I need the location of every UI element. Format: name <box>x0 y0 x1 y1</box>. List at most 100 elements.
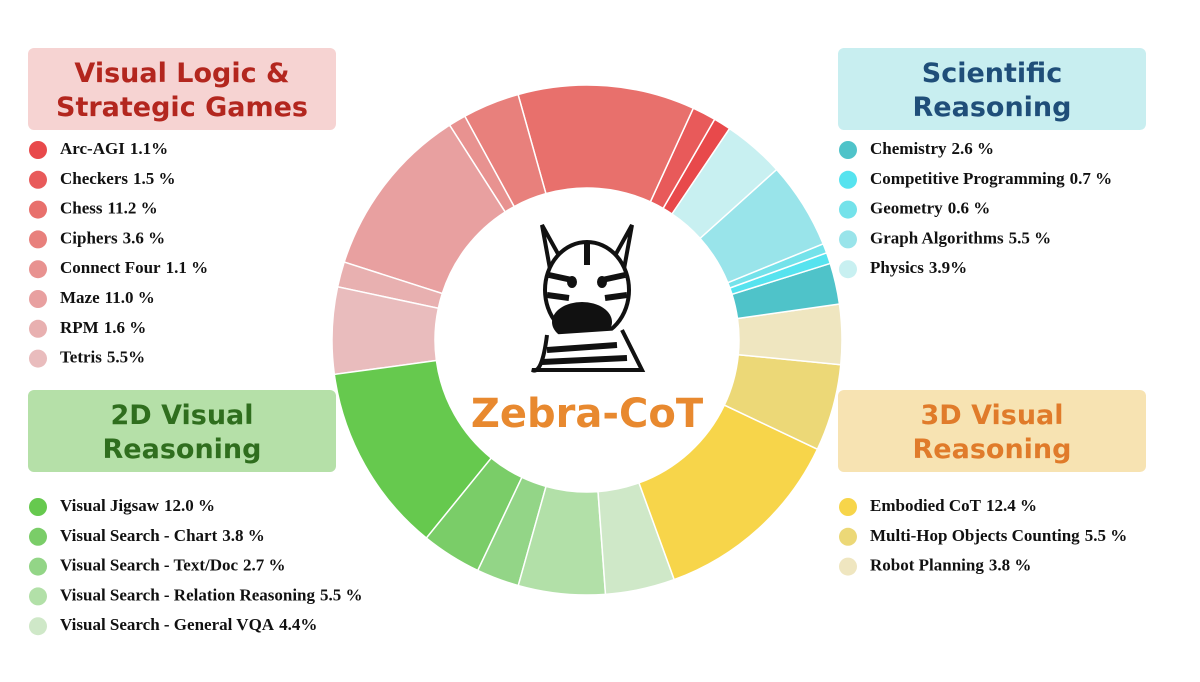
legend-swatch <box>839 141 857 159</box>
legend-item: Chemistry 2.6 % <box>870 139 994 158</box>
legend-label: Physics <box>870 258 924 277</box>
legend-label: Competitive Programming <box>870 169 1065 188</box>
legend-value: 4.4% <box>279 615 317 634</box>
legend-swatch <box>29 587 47 606</box>
group-title: Visual Logic & Strategic Games <box>56 58 308 123</box>
group-title-line: Strategic Games <box>56 92 308 123</box>
legend-value: 12.0 % <box>164 496 215 515</box>
legend-value: 2.7 % <box>243 556 286 575</box>
legend-item: Chess 11.2 % <box>60 199 158 218</box>
legend-label: Maze <box>60 288 100 307</box>
legend-value: 0.7 % <box>1070 169 1113 188</box>
group-box <box>838 48 1146 130</box>
legend-item: Tetris 5.5% <box>60 348 145 367</box>
legend-item: RPM 1.6 % <box>60 318 146 337</box>
legend-value: 5.5 % <box>1009 228 1052 247</box>
legend-value: 5.5 % <box>1085 526 1128 545</box>
legend-label: RPM <box>60 318 99 337</box>
legend-value: 5.5% <box>107 348 145 367</box>
legend-value: 1.1% <box>130 139 168 158</box>
legend-label: Visual Search - General VQA <box>60 615 275 634</box>
legend-label: Checkers <box>60 169 128 188</box>
group-title: 3D Visual Reasoning <box>913 400 1072 465</box>
legend-swatch <box>839 170 857 189</box>
legend-item: Arc-AGI 1.1% <box>60 139 168 158</box>
legend-label: Tetris <box>60 348 102 367</box>
group-box <box>28 48 336 130</box>
legend-swatch <box>29 349 47 368</box>
legend-item: Ciphers 3.6 % <box>60 228 165 247</box>
legend-swatch <box>29 260 47 279</box>
legend-swatch <box>29 617 47 636</box>
legend-item: Robot Planning 3.8 % <box>870 556 1031 575</box>
legend-label: Visual Search - Relation Reasoning <box>60 585 316 604</box>
legend-item: Connect Four 1.1 % <box>60 258 208 277</box>
legend-label: Visual Search - Chart <box>60 526 218 545</box>
legend-value: 11.0 % <box>105 288 155 307</box>
legend-item: Competitive Programming 0.7 % <box>870 169 1112 188</box>
legend-swatch <box>839 260 857 279</box>
legend-swatch <box>29 230 47 249</box>
legend-label: Embodied CoT <box>870 496 982 515</box>
legend-label: Multi-Hop Objects Counting <box>870 526 1080 545</box>
legend-item: Visual Search - General VQA 4.4% <box>60 615 317 634</box>
legend-value: 5.5 % <box>320 585 363 604</box>
legend-swatch <box>29 498 47 516</box>
legend-swatch <box>29 557 47 576</box>
group-title-line: 2D Visual <box>110 400 253 431</box>
group-title-line: Reasoning <box>103 434 262 465</box>
group-title: Scientific Reasoning <box>913 58 1072 123</box>
legend-label: Chess <box>60 199 103 218</box>
legend-value: 0.6 % <box>948 199 991 218</box>
legend-value: 11.2 % <box>108 199 158 218</box>
legend-value: 3.8 % <box>222 526 265 545</box>
legend-item: Visual Search - Chart 3.8 % <box>60 526 265 545</box>
legend-value: 12.4 % <box>986 496 1037 515</box>
legend-swatch <box>839 200 857 219</box>
legend-value: 1.5 % <box>133 169 176 188</box>
legend-value: 3.8 % <box>989 556 1032 575</box>
legend-item: Visual Jigsaw 12.0 % <box>60 496 215 515</box>
group-title-line: 3D Visual <box>920 400 1063 431</box>
legend-label: Visual Search - Text/Doc <box>60 556 238 575</box>
legend-swatch <box>839 498 857 516</box>
legend-value: 3.6 % <box>123 228 166 247</box>
group-box <box>838 390 1146 472</box>
legend-label: Connect Four <box>60 258 161 277</box>
donut-segment <box>670 127 778 240</box>
group-title-line: Scientific <box>922 58 1062 89</box>
legend-value: 1.1 % <box>166 258 209 277</box>
legend-swatch <box>29 527 47 546</box>
legend-label: Chemistry <box>870 139 947 158</box>
legend-value: 3.9% <box>929 258 967 277</box>
group-title-line: Visual Logic & <box>74 58 289 89</box>
legend-item: Visual Search - Text/Doc 2.7 % <box>60 556 286 575</box>
legend-swatch <box>29 141 47 159</box>
legend-swatch <box>839 230 857 249</box>
legend-swatch <box>839 527 857 546</box>
center-label: Zebra-CoT <box>471 391 704 437</box>
legend-label: Geometry <box>870 199 943 218</box>
legend-item: Embodied CoT 12.4 % <box>870 496 1037 515</box>
legend-label: Visual Jigsaw <box>60 496 160 515</box>
legend-label: Arc-AGI <box>60 139 125 158</box>
legend-label: Ciphers <box>60 228 118 247</box>
legend-label: Graph Algorithms <box>870 228 1004 247</box>
legend-label: Robot Planning <box>870 556 984 575</box>
group-title-line: Reasoning <box>913 434 1072 465</box>
legend-value: 1.6 % <box>104 318 147 337</box>
legend-item: Graph Algorithms 5.5 % <box>870 228 1051 247</box>
group-box <box>28 390 336 472</box>
legend-item: Maze 11.0 % <box>60 288 155 307</box>
legend-item: Physics 3.9% <box>870 258 967 277</box>
group-title: 2D Visual Reasoning <box>103 400 262 465</box>
legend-swatch <box>29 200 47 219</box>
legend-item: Multi-Hop Objects Counting 5.5 % <box>870 526 1127 545</box>
legend-swatch <box>839 557 857 576</box>
legend-value: 2.6 % <box>951 139 994 158</box>
legend-item: Geometry 0.6 % <box>870 199 990 218</box>
legend-swatch <box>29 290 47 308</box>
zebra-logo <box>531 224 646 373</box>
legend-item: Checkers 1.5 % <box>60 169 175 188</box>
